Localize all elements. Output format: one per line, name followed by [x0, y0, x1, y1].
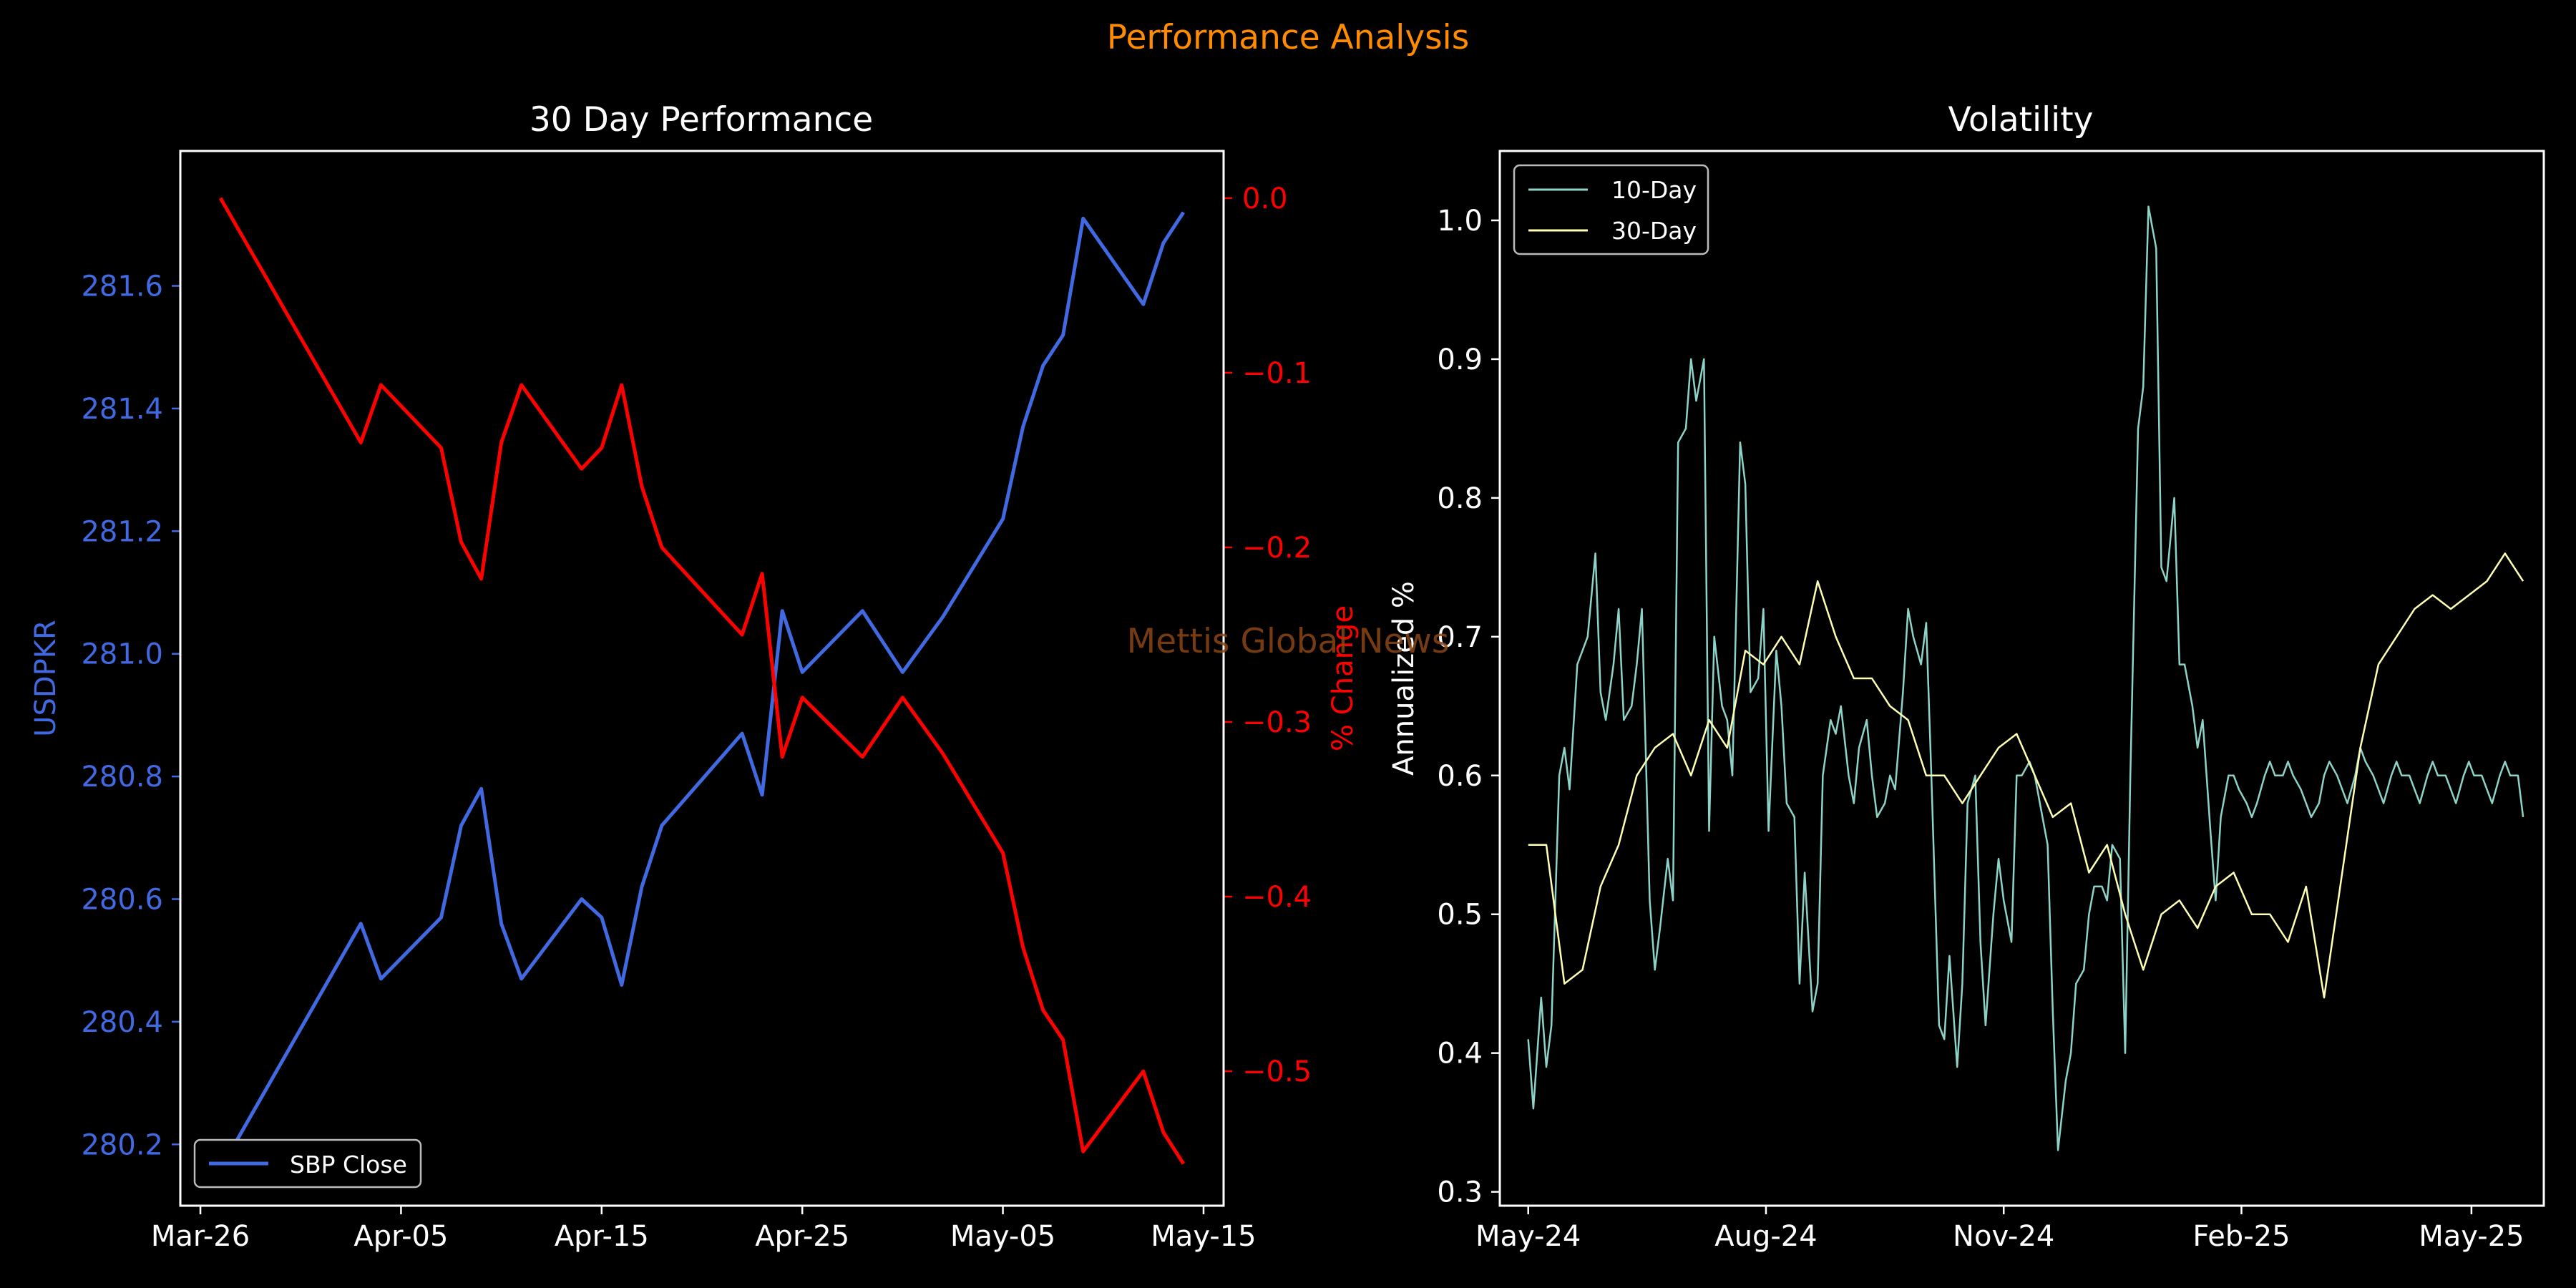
- legend-label-sbp-close: SBP Close: [290, 1151, 407, 1179]
- right-y-tick-label: 0.0: [1242, 182, 1288, 215]
- performance-right-axis-label: % Change: [1327, 605, 1360, 751]
- x-tick-label: May-25: [2419, 1220, 2524, 1253]
- y-tick-label: 0.9: [1437, 343, 1483, 376]
- series-line-30-day: [1528, 552, 2524, 999]
- series-line-pct-change: [218, 197, 1186, 1165]
- performance-left-axis-label: USDPKR: [29, 620, 62, 737]
- volatility-chart-title: Volatility: [1948, 100, 2094, 140]
- left-y-tick-label: 281.6: [81, 270, 163, 303]
- x-tick-label: May-24: [1475, 1220, 1581, 1253]
- y-tick-label: 0.6: [1437, 760, 1483, 793]
- x-tick-label: Apr-25: [755, 1220, 849, 1253]
- right-y-tick-label: −0.3: [1242, 706, 1312, 739]
- performance-plot-frame: [179, 150, 1225, 1207]
- y-tick-label: 0.4: [1437, 1038, 1483, 1070]
- volatility-chart: Volatility May-24 Aug-24 Nov-24 Feb-25 May-2…: [1387, 100, 2545, 1253]
- left-y-tick-label: 280.8: [81, 761, 163, 794]
- left-y-tick-label: 281.4: [81, 393, 163, 426]
- legend-box: [1513, 164, 1709, 255]
- series-line-sbp-close: [218, 211, 1185, 1170]
- volatility-plot-frame: [1498, 150, 2545, 1207]
- right-y-tick-label: −0.4: [1242, 881, 1312, 914]
- x-tick-label: Aug-24: [1714, 1220, 1817, 1253]
- y-tick-label: 0.8: [1437, 482, 1483, 515]
- x-tick-label: May-05: [950, 1220, 1055, 1253]
- y-tick-label: 0.3: [1437, 1176, 1483, 1209]
- y-tick-label: 0.7: [1437, 621, 1483, 654]
- right-y-tick-label: −0.5: [1242, 1055, 1312, 1088]
- legend-box: [193, 1138, 422, 1189]
- x-tick-label: Apr-05: [353, 1220, 448, 1253]
- performance-chart: 30 Day Performance Mar-26 Apr-05 Apr-15 Apr…: [29, 100, 1360, 1253]
- x-tick-label: Mar-26: [151, 1220, 250, 1253]
- volatility-legend: 10-Day 30-Day: [1513, 164, 1709, 255]
- x-tick-label: Nov-24: [1953, 1220, 2054, 1253]
- left-y-tick-label: 280.4: [81, 1006, 163, 1039]
- legend-label-30-day: 30-Day: [1611, 217, 1697, 245]
- left-y-tick-label: 280.6: [81, 884, 163, 917]
- y-tick-label: 1.0: [1437, 205, 1483, 238]
- watermark: Mettis Global News: [1127, 622, 1450, 661]
- performance-chart-title: 30 Day Performance: [530, 100, 873, 140]
- left-y-tick-label: 281.0: [81, 638, 163, 671]
- suptitle: Performance Analysis: [1107, 18, 1469, 57]
- right-y-tick-label: −0.1: [1242, 357, 1312, 390]
- x-tick-label: Apr-15: [555, 1220, 649, 1253]
- left-y-tick-label: 281.2: [81, 515, 163, 548]
- left-y-tick-label: 280.2: [81, 1128, 163, 1161]
- x-tick-label: May-15: [1151, 1220, 1256, 1253]
- legend-label-10-day: 10-Day: [1611, 176, 1697, 204]
- right-y-tick-label: −0.2: [1242, 532, 1312, 565]
- performance-legend: SBP Close: [193, 1138, 422, 1189]
- x-tick-label: Feb-25: [2192, 1220, 2290, 1253]
- y-tick-label: 0.5: [1437, 899, 1483, 932]
- volatility-axis-label: Annualized %: [1387, 581, 1420, 776]
